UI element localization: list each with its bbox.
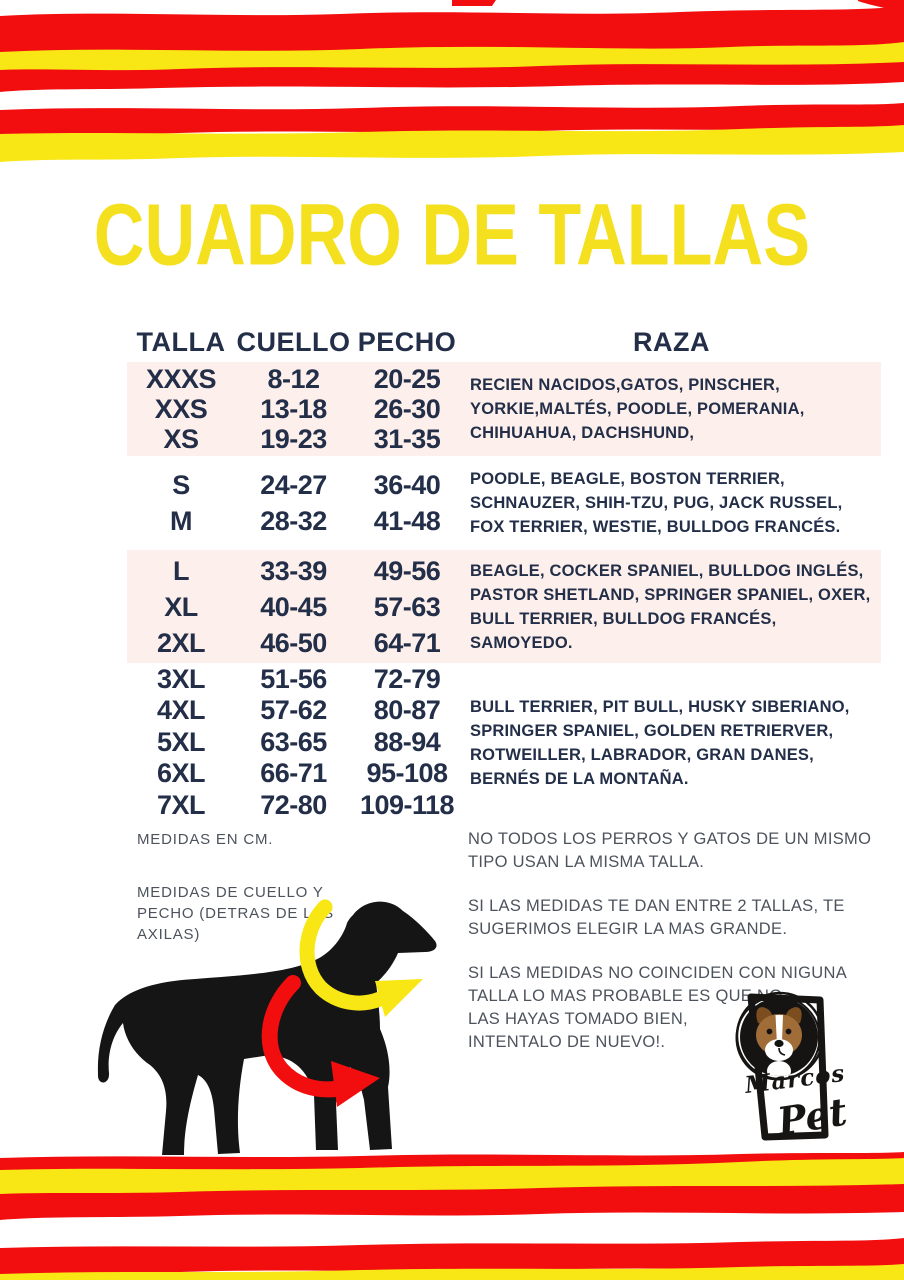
size-label: 7XL (156, 789, 206, 820)
size-label: 3XL (156, 663, 206, 694)
bottom-stripes-decoration (0, 1152, 904, 1280)
chest-measure: 49-56 (373, 555, 441, 586)
chest-measure: 109-118 (359, 789, 455, 820)
yellow-band-3 (0, 1158, 904, 1194)
chest-measure: 57-63 (373, 591, 441, 622)
logo-circle-ring (735, 995, 821, 1081)
neck-measure: 13-18 (260, 394, 327, 424)
dog-eye-right (785, 1028, 792, 1035)
neck-measure: 28-32 (260, 506, 327, 536)
size-group-s-m: S M 24-27 28-32 36-40 41-48 POODLE, BEAG… (127, 456, 881, 550)
chest-arrowhead-icon (331, 1061, 380, 1107)
neck-measure: 33-39 (260, 555, 327, 586)
dog-chest (767, 1061, 791, 1076)
neck-measure: 19-23 (260, 424, 327, 454)
note-units: MEDIDAS EN CM. (137, 831, 274, 848)
size-label: XL (164, 591, 198, 622)
table-header-row: TALLA CUELLO PECHO RAZA (127, 324, 881, 360)
brand-name-line2: Pet (773, 1089, 850, 1145)
column-header-cuello: CUELLO (236, 326, 351, 357)
note-same-size: NO TODOS LOS PERROS Y GATOS DE UN MISMO … (468, 830, 872, 871)
yellow-band-4 (0, 1264, 904, 1280)
chest-measure: 36-40 (373, 470, 441, 500)
size-group-l-2xl: L XL 2XL 33-39 40-45 46-50 49-56 57-63 6… (127, 550, 881, 663)
neck-measure: 57-62 (260, 695, 327, 726)
size-label: XS (163, 424, 199, 454)
neck-arrow-icon (299, 899, 388, 1011)
chest-measure: 31-35 (373, 424, 441, 454)
chest-arrow-icon (261, 975, 343, 1098)
size-label: M (170, 506, 193, 536)
chest-measure: 88-94 (373, 726, 441, 757)
dog-measurement-illustration (97, 899, 437, 1155)
size-label: XXS (154, 394, 208, 424)
neck-measure: 46-50 (260, 627, 327, 658)
column-header-raza: RAZA (633, 326, 710, 357)
chest-measure: 72-79 (373, 663, 441, 694)
chest-measure: 26-30 (373, 394, 441, 424)
note-no-match: SI LAS MEDIDAS NO COINCIDEN CON NIGUNA T… (468, 964, 848, 1051)
dog-nose (774, 1039, 784, 1048)
chest-measure: 20-25 (373, 364, 441, 394)
page-title: CUADRO DE TALLAS (0, 184, 904, 284)
red-band-4 (0, 1238, 904, 1276)
neck-measure: 51-56 (260, 663, 327, 694)
notes-right: NO TODOS LOS PERROS Y GATOS DE UN MISMO … (468, 828, 893, 1075)
neck-measure: 8-12 (267, 364, 320, 394)
neck-measure: 24-27 (260, 470, 327, 500)
note-between-sizes: SI LAS MEDIDAS TE DAN ENTRE 2 TALLAS, TE… (468, 897, 845, 938)
dog-face-icon (756, 1007, 802, 1076)
breed-list: RECIEN NACIDOS,GATOS, PINSCHER, YORKIE,M… (470, 376, 805, 442)
breed-list: BULL TERRIER, PIT BULL, HUSKY SIBERIANO,… (470, 697, 850, 788)
neck-measure: 40-45 (260, 591, 327, 622)
top-red-dash (452, 0, 496, 6)
yellow-band-1 (0, 42, 904, 71)
column-header-talla: TALLA (136, 326, 226, 357)
breed-list: BEAGLE, COCKER SPANIEL, BULLDOG INGLÉS, … (470, 561, 871, 652)
neck-measure: 63-65 (260, 726, 327, 757)
chest-measure: 41-48 (373, 506, 441, 536)
breed-list: POODLE, BEAGLE, BOSTON TERRIER, SCHNAUZE… (470, 470, 843, 536)
size-label: S (172, 470, 190, 500)
neck-measure: 66-71 (260, 758, 327, 789)
neck-arrowhead-icon (375, 979, 423, 1017)
red-band-2 (0, 103, 904, 136)
page-title-text: CUADRO DE TALLAS (93, 185, 811, 284)
size-label: 6XL (156, 758, 206, 789)
size-label: 5XL (156, 726, 206, 757)
yellow-band-2 (0, 125, 904, 162)
neck-measure: 72-80 (260, 789, 327, 820)
column-header-pecho: PECHO (357, 326, 457, 357)
dog-mouth (778, 1047, 786, 1056)
dog-eye-left (766, 1028, 773, 1035)
size-group-3xl-7xl: 3XL 4XL 5XL 6XL 7XL 51-56 57-62 63-65 66… (127, 663, 881, 822)
top-stripes-decoration (0, 0, 904, 162)
size-label: 2XL (156, 627, 206, 658)
chest-measure: 64-71 (373, 627, 441, 658)
chest-measure: 80-87 (373, 695, 441, 726)
brand-logo: Marcos Pet (735, 991, 850, 1145)
chest-measure: 95-108 (366, 758, 448, 789)
size-label: XXXS (145, 364, 217, 394)
size-label: L (173, 555, 190, 586)
size-group-xxxs-xs: XXXS XXS XS 8-12 13-18 19-23 20-25 26-30… (127, 362, 881, 456)
size-label: 4XL (156, 695, 206, 726)
